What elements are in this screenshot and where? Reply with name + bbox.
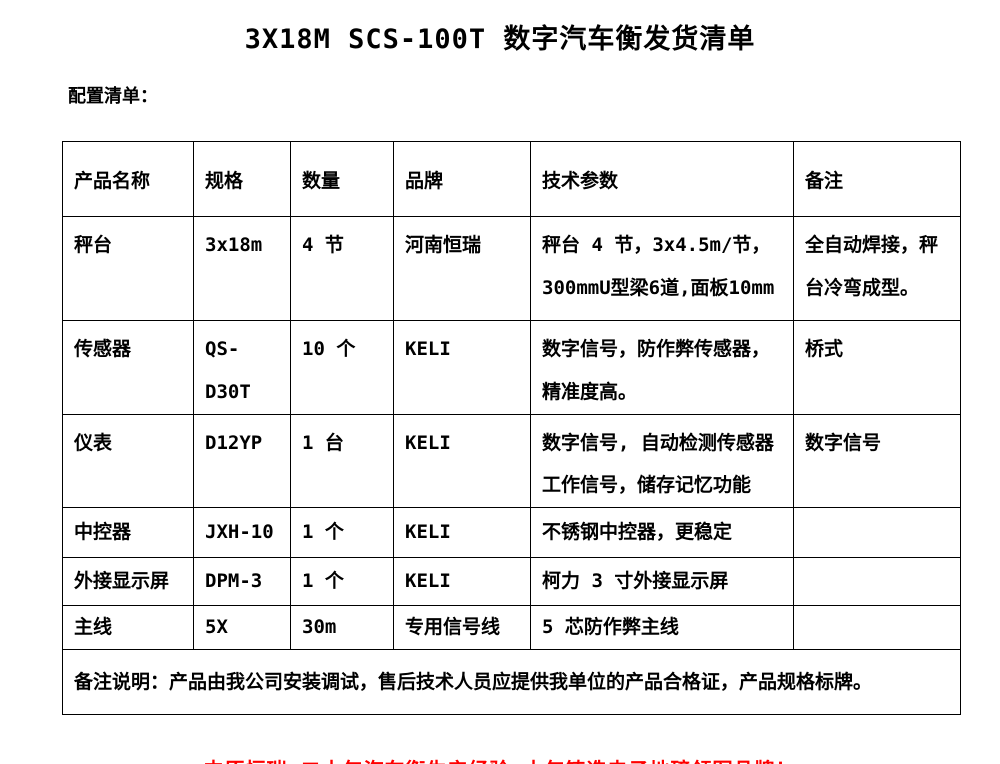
cell-params: 5 芯防作弊主线 [530, 605, 794, 650]
column-header-brand: 品牌 [393, 141, 531, 217]
cell-brand: 专用信号线 [393, 605, 531, 650]
cell-remark [793, 605, 961, 650]
table-row: 外接显示屏 DPM-3 1 个 KELI 柯力 3 寸外接显示屏 [62, 557, 961, 606]
config-table: 产品名称 规格 数量 品牌 技术参数 备注 秤台 3x18m 4 节 河南恒瑞 … [62, 141, 961, 715]
cell-product-name: 中控器 [62, 507, 194, 558]
column-header-params: 技术参数 [530, 141, 794, 217]
brand-slogan: 中原恒瑞 二十年汽车衡生产经验 十年铸造电子地磅领军品牌！ [0, 754, 1000, 764]
cell-params: 柯力 3 寸外接显示屏 [530, 557, 794, 606]
cell-params: 数字信号，防作弊传感器， 精准度高。 [530, 320, 794, 415]
cell-qty: 1 个 [290, 507, 394, 558]
cell-brand: 河南恒瑞 [393, 216, 531, 321]
cell-qty: 1 台 [290, 413, 394, 508]
cell-spec: 5X [193, 605, 291, 650]
cell-brand: KELI [393, 320, 531, 415]
cell-remark [793, 507, 961, 558]
cell-product-name: 主线 [62, 605, 194, 650]
table-row: 中控器 JXH-10 1 个 KELI 不锈钢中控器，更稳定 [62, 507, 961, 558]
cell-qty: 30m [290, 605, 394, 650]
table-row: 仪表 D12YP 1 台 KELI 数字信号, 自动检测传感器 工作信号，储存记… [62, 413, 961, 508]
cell-product-name: 外接显示屏 [62, 557, 194, 606]
config-list-label: 配置清单： [68, 86, 158, 107]
column-header-qty: 数量 [290, 141, 394, 217]
cell-remark: 桥式 [793, 320, 961, 415]
column-header-remark: 备注 [793, 141, 961, 217]
cell-qty: 10 个 [290, 320, 394, 415]
cell-remark: 全自动焊接，秤 台冷弯成型。 [793, 216, 961, 321]
cell-remark [793, 557, 961, 606]
cell-product-name: 仪表 [62, 413, 194, 508]
cell-qty: 1 个 [290, 557, 394, 606]
cell-params: 不锈钢中控器，更稳定 [530, 507, 794, 558]
cell-brand: KELI [393, 507, 531, 558]
column-header-spec: 规格 [193, 141, 291, 217]
table-row: 主线 5X 30m 专用信号线 5 芯防作弊主线 [62, 605, 961, 650]
cell-product-name: 传感器 [62, 320, 194, 415]
footnote-text: 备注说明：产品由我公司安装调试，售后技术人员应提供我单位的产品合格证，产品规格标… [62, 649, 961, 715]
cell-product-name: 秤台 [62, 216, 194, 321]
cell-brand: KELI [393, 413, 531, 508]
cell-brand: KELI [393, 557, 531, 606]
cell-qty: 4 节 [290, 216, 394, 321]
table-row: 传感器 QS-D30T 10 个 KELI 数字信号，防作弊传感器， 精准度高。… [62, 320, 961, 415]
table-footnote-row: 备注说明：产品由我公司安装调试，售后技术人员应提供我单位的产品合格证，产品规格标… [62, 649, 961, 715]
cell-spec: DPM-3 [193, 557, 291, 606]
column-header-product-name: 产品名称 [62, 141, 194, 217]
cell-spec: D12YP [193, 413, 291, 508]
cell-spec: JXH-10 [193, 507, 291, 558]
table-header-row: 产品名称 规格 数量 品牌 技术参数 备注 [62, 141, 961, 217]
cell-spec: QS-D30T [193, 320, 291, 415]
page-title: 3X18M SCS-100T 数字汽车衡发货清单 [244, 24, 756, 55]
table-row: 秤台 3x18m 4 节 河南恒瑞 秤台 4 节，3x4.5m/节， 300mm… [62, 216, 961, 321]
cell-spec: 3x18m [193, 216, 291, 321]
cell-remark: 数字信号 [793, 413, 961, 508]
cell-params: 秤台 4 节，3x4.5m/节， 300mmU型梁6道,面板10mm [530, 216, 794, 321]
cell-params: 数字信号, 自动检测传感器 工作信号，储存记忆功能 [530, 413, 794, 508]
